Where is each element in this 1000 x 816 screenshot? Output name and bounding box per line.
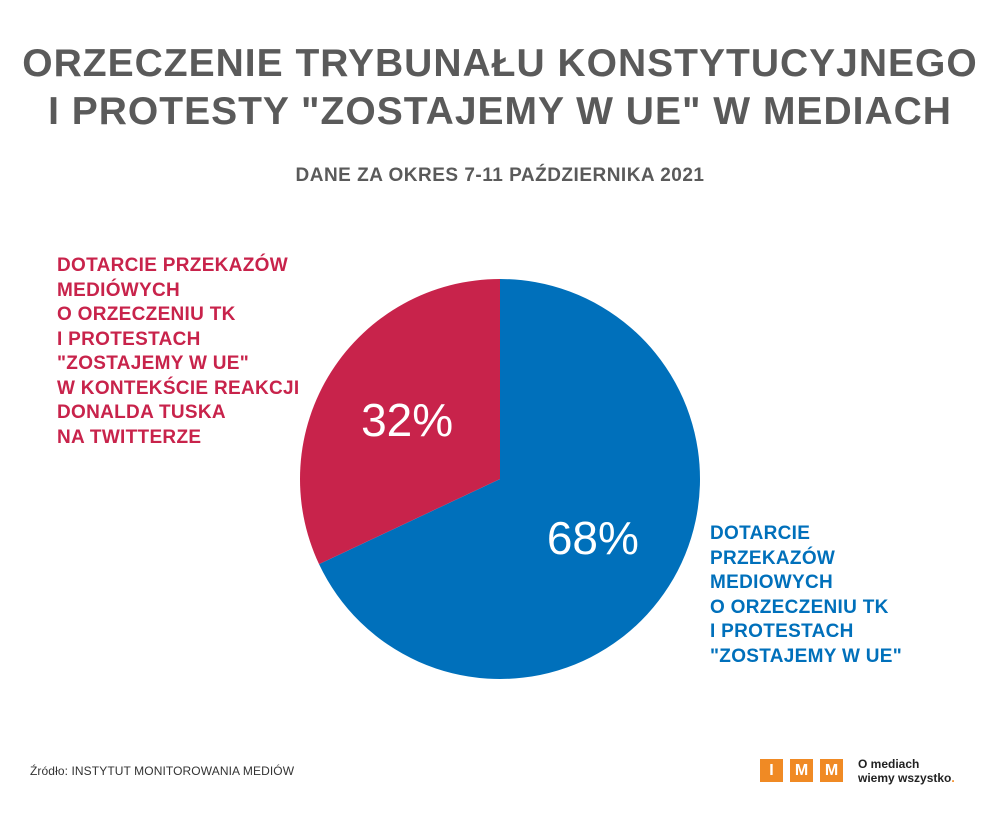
slice-label-blue: DOTARCIE PRZEKAZÓW MEDIOWYCH O ORZECZENI… (710, 522, 902, 669)
slice-label-blue-line: PRZEKAZÓW (710, 547, 836, 569)
slice-label-red-line: "ZOSTAJEMY W UE" (57, 353, 250, 374)
logo-letter-i: I (760, 759, 783, 782)
slice-label-red-line: O ORZECZENIU TK (57, 304, 236, 325)
slice-value-label-red: 32% (361, 394, 453, 446)
imm-logo: I M M O mediach wiemy wszystko. (760, 757, 970, 787)
slice-label-red-line: DONALDA TUSKA (57, 402, 226, 423)
chart-title-line-1: ORZECZENIE TRYBUNAŁU KONSTYTUCYJNEGO (22, 42, 978, 85)
chart-title-line-2: I PROTESTY "ZOSTAJEMY W UE" W MEDIACH (48, 90, 952, 133)
logo-tagline-text: wiemy wszystko (858, 771, 952, 785)
logo-letter-m: M (790, 759, 813, 782)
chart-title: ORZECZENIE TRYBUNAŁU KONSTYTUCYJNEGO I P… (0, 40, 1000, 136)
logo-tagline-line-1: O mediach (858, 757, 920, 771)
slice-label-blue-line: DOTARCIE (710, 523, 811, 544)
logo-tagline-dot: . (951, 771, 955, 785)
pie-slice-blue (319, 279, 700, 679)
chart-subtitle: DANE ZA OKRES 7-11 PAŹDZIERNIKA 2021 (295, 165, 705, 186)
source-note: Źródło: INSTYTUT MONITOROWANIA MEDIÓW (30, 764, 295, 778)
logo-tagline-line-2: wiemy wszystko. (858, 771, 955, 785)
slice-label-blue-line: MEDIOWYCH (710, 572, 834, 593)
logo-letter-m: M (820, 759, 843, 782)
slice-label-blue-line: "ZOSTAJEMY W UE" (710, 645, 903, 667)
slice-label-red-line: DOTARCIE PRZEKAZÓW (57, 255, 288, 276)
slice-value-label-blue: 68% (547, 512, 639, 564)
slice-label-red-line: I PROTESTACH (57, 328, 201, 350)
slice-label-blue-line: I PROTESTACH (710, 621, 854, 642)
logo-tagline: O mediach wiemy wszystko. (858, 757, 955, 785)
slice-label-red-line: NA TWITTERZE (57, 426, 202, 448)
pie-slice-red (299, 279, 500, 565)
slice-label-red: DOTARCIE PRZEKAZÓW MEDIÓWYCH O ORZECZENI… (57, 254, 299, 450)
slice-label-red-line: W KONTEKŚCIE REAKCJI (57, 377, 300, 399)
slice-label-blue-line: O ORZECZENIU TK (710, 596, 889, 618)
slice-label-red-line: MEDIÓWYCH (57, 279, 181, 301)
